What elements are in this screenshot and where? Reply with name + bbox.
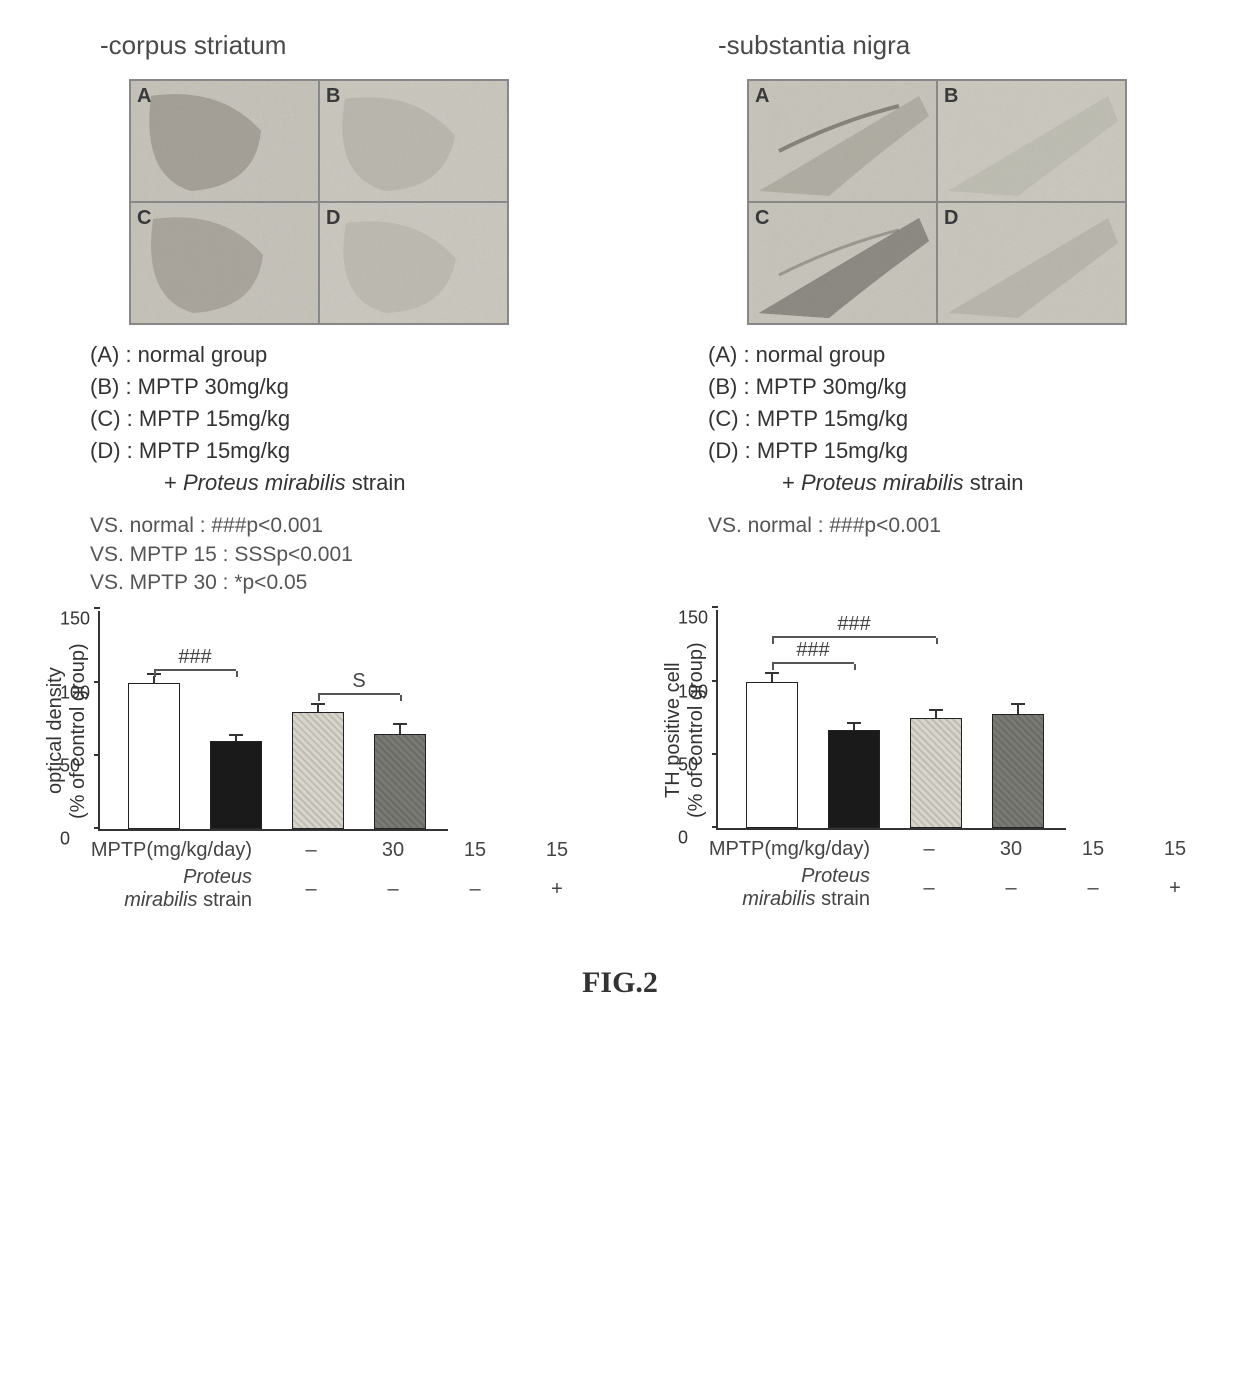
legend-line: (D) : MPTP 15mg/kg xyxy=(708,435,1216,467)
x-axis-cell: – xyxy=(1052,877,1134,900)
micrograph-C: C xyxy=(131,203,318,323)
y-axis-label: TH positive cell (% of control group) xyxy=(658,630,708,830)
y-axis-label: optical density (% of control group) xyxy=(40,631,90,831)
x-axis-cell: – xyxy=(270,839,352,862)
legend-line: (C) : MPTP 15mg/kg xyxy=(708,403,1216,435)
micro-label: D xyxy=(944,207,958,230)
micro-label: A xyxy=(755,85,769,108)
bar xyxy=(292,712,344,829)
plot-area: 050100150###S xyxy=(98,611,448,831)
bar xyxy=(210,741,262,829)
stats-line: VS. normal : ###p<0.001 xyxy=(708,512,1216,540)
ytick-label: 100 xyxy=(678,681,708,702)
x-axis-block: MPTP(mg/kg/day)–301515 Proteusmirabilis s… xyxy=(90,839,598,912)
x-axis-cell: 15 xyxy=(434,839,516,862)
bar xyxy=(828,730,880,828)
ytick-label: 50 xyxy=(678,755,698,776)
bar xyxy=(128,683,180,830)
plot-area: 050100150###### xyxy=(716,610,1066,830)
legend-line: (C) : MPTP 15mg/kg xyxy=(90,403,598,435)
x-axis-cell: 30 xyxy=(352,839,434,862)
x-axis-block: MPTP(mg/kg/day)–301515 Proteusmirabilis s… xyxy=(708,838,1216,911)
x-axis-cell: – xyxy=(270,878,352,901)
bar xyxy=(374,734,426,829)
micrograph-A: A xyxy=(131,81,318,201)
legend-line: (A) : normal group xyxy=(708,339,1216,371)
legend-extra: + Proteus mirabilis strain xyxy=(90,467,598,499)
x-axis-cell: 15 xyxy=(1134,838,1216,861)
bar-chart-left: optical density (% of control group) 0 50… xyxy=(40,611,598,916)
legend-extra: + Proteus mirabilis strain xyxy=(708,467,1216,499)
x-axis-row: Proteusmirabilis strain–––+ xyxy=(708,865,1216,911)
ytick-label: 150 xyxy=(678,608,708,629)
stats-block: VS. normal : ###p<0.001 xyxy=(708,512,1216,596)
x-axis-cell: – xyxy=(434,878,516,901)
x-axis-cell: 30 xyxy=(970,838,1052,861)
x-axis-cell: + xyxy=(516,878,598,901)
panel-title: -substantia nigra xyxy=(658,30,1216,61)
micrograph-B: B xyxy=(320,81,507,201)
micro-label: B xyxy=(944,85,958,108)
micrograph-B: B xyxy=(938,81,1125,201)
x-axis-cell: 15 xyxy=(516,839,598,862)
ytick-label: 150 xyxy=(60,609,90,630)
micrograph-D: D xyxy=(938,203,1125,323)
micrograph-legend: (A) : normal group (B) : MPTP 30mg/kg (C… xyxy=(708,339,1216,498)
bar xyxy=(910,718,962,828)
ytick-label: 0 xyxy=(678,828,688,849)
micrograph-legend: (A) : normal group (B) : MPTP 30mg/kg (C… xyxy=(90,339,598,498)
micrograph-C: C xyxy=(749,203,936,323)
stats-line: VS. MPTP 15 : SSSp<0.001 xyxy=(90,541,598,569)
x-axis-cell: – xyxy=(888,838,970,861)
x-axis-row: MPTP(mg/kg/day)–301515 xyxy=(708,838,1216,861)
micro-label: C xyxy=(755,207,769,230)
x-axis-cell: – xyxy=(970,877,1052,900)
micro-label: D xyxy=(326,207,340,230)
ytick-label: 0 xyxy=(60,829,70,850)
micro-label: A xyxy=(137,85,151,108)
stats-block: VS. normal : ###p<0.001 VS. MPTP 15 : SS… xyxy=(90,512,598,597)
significance-label: ### xyxy=(796,639,829,662)
panel-corpus-striatum: -corpus striatum A xyxy=(40,30,598,916)
legend-line: (B) : MPTP 30mg/kg xyxy=(90,371,598,403)
micrograph-grid-left: A B C xyxy=(129,79,509,325)
panel-title: -corpus striatum xyxy=(40,30,598,61)
significance-label: S xyxy=(352,670,365,693)
legend-line: (D) : MPTP 15mg/kg xyxy=(90,435,598,467)
panel-substantia-nigra: -substantia nigra A xyxy=(658,30,1216,916)
ytick-label: 100 xyxy=(60,682,90,703)
legend-line: (A) : normal group xyxy=(90,339,598,371)
micrograph-D: D xyxy=(320,203,507,323)
x-axis-row: MPTP(mg/kg/day)–301515 xyxy=(90,839,598,862)
bar xyxy=(746,682,798,829)
bar xyxy=(992,714,1044,828)
significance-label: ### xyxy=(178,646,211,669)
x-axis-cell: – xyxy=(888,877,970,900)
ytick-label: 50 xyxy=(60,756,80,777)
x-axis-row: Proteusmirabilis strain–––+ xyxy=(90,866,598,912)
figure-caption: FIG.2 xyxy=(40,966,1200,1000)
micrograph-A: A xyxy=(749,81,936,201)
x-axis-cell: 15 xyxy=(1052,838,1134,861)
micro-label: C xyxy=(137,207,151,230)
bar-chart-right: TH positive cell (% of control group) 0 5… xyxy=(658,610,1216,915)
micro-label: B xyxy=(326,85,340,108)
micrograph-grid-right: A B xyxy=(747,79,1127,325)
x-axis-cell: – xyxy=(352,878,434,901)
legend-line: (B) : MPTP 30mg/kg xyxy=(708,371,1216,403)
stats-line: VS. MPTP 30 : *p<0.05 xyxy=(90,569,598,597)
stats-line: VS. normal : ###p<0.001 xyxy=(90,512,598,540)
x-axis-cell: + xyxy=(1134,877,1216,900)
figure-container: -corpus striatum A xyxy=(40,30,1200,916)
significance-label: ### xyxy=(837,613,870,636)
